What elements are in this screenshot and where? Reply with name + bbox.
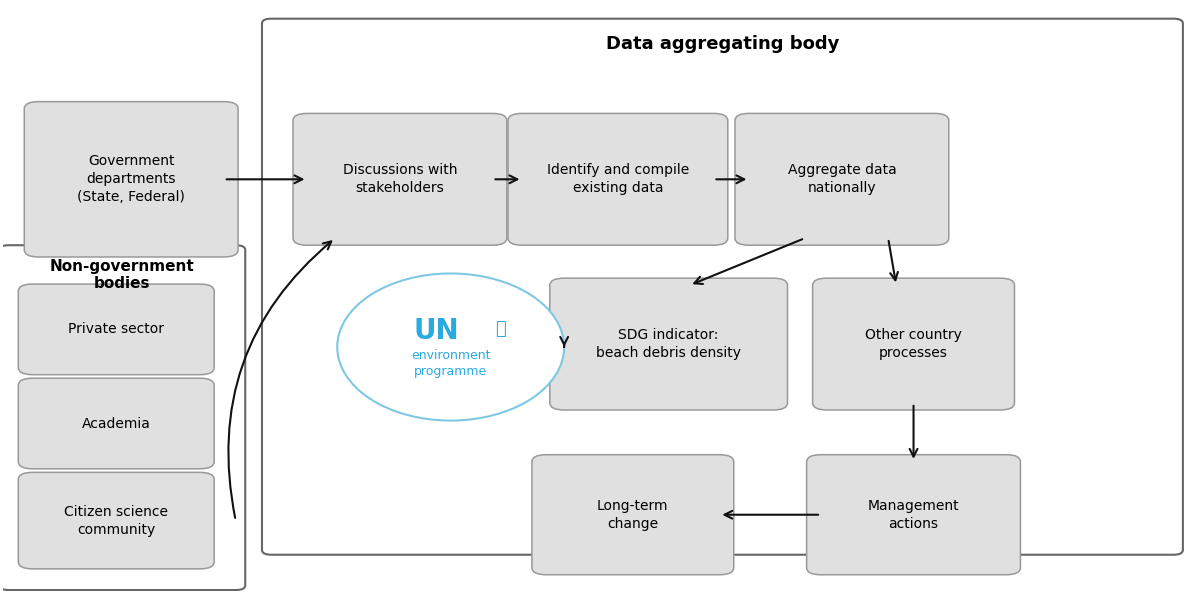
Text: Non-government
bodies: Non-government bodies xyxy=(50,259,194,291)
Text: Management
actions: Management actions xyxy=(868,499,959,530)
FancyBboxPatch shape xyxy=(806,454,1020,575)
Text: UN: UN xyxy=(414,317,460,345)
FancyBboxPatch shape xyxy=(532,454,733,575)
FancyBboxPatch shape xyxy=(734,113,949,245)
Text: Other country
processes: Other country processes xyxy=(865,328,962,360)
Ellipse shape xyxy=(337,273,564,421)
Text: Long-term
change: Long-term change xyxy=(598,499,668,530)
Text: Private sector: Private sector xyxy=(68,323,164,336)
FancyBboxPatch shape xyxy=(0,245,245,590)
FancyBboxPatch shape xyxy=(812,278,1014,410)
Text: Government
departments
(State, Federal): Government departments (State, Federal) xyxy=(77,154,185,204)
Text: Identify and compile
existing data: Identify and compile existing data xyxy=(547,163,689,195)
Text: Citizen science
community: Citizen science community xyxy=(65,505,168,536)
Text: Aggregate data
nationally: Aggregate data nationally xyxy=(787,163,896,195)
FancyBboxPatch shape xyxy=(550,278,787,410)
Text: Ⓞ: Ⓞ xyxy=(496,320,506,339)
Text: Data aggregating body: Data aggregating body xyxy=(606,35,839,53)
FancyBboxPatch shape xyxy=(262,18,1183,555)
Text: SDG indicator:
beach debris density: SDG indicator: beach debris density xyxy=(596,328,742,360)
FancyBboxPatch shape xyxy=(293,113,506,245)
Text: Academia: Academia xyxy=(82,416,151,431)
FancyBboxPatch shape xyxy=(18,378,214,469)
FancyBboxPatch shape xyxy=(18,284,214,375)
FancyBboxPatch shape xyxy=(508,113,728,245)
FancyBboxPatch shape xyxy=(18,472,214,569)
Text: Discussions with
stakeholders: Discussions with stakeholders xyxy=(343,163,457,195)
FancyBboxPatch shape xyxy=(24,102,238,257)
Text: environment
programme: environment programme xyxy=(410,349,491,378)
